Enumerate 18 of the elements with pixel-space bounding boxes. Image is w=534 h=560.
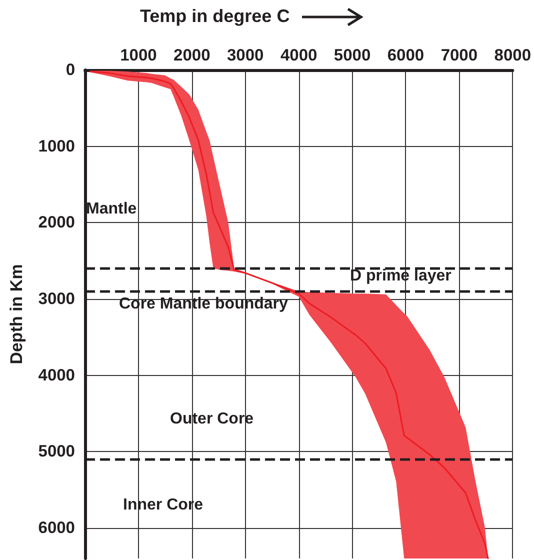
x-tick-label: 1000 (120, 46, 157, 64)
y-tick-label: 1000 (38, 137, 75, 156)
y-tick-label: 4000 (38, 366, 75, 384)
y-tick-label: 5000 (38, 442, 75, 461)
x-tick-label: 8000 (494, 46, 532, 64)
annotation: Mantle (86, 200, 137, 218)
x-tick-label: 3000 (227, 46, 264, 64)
x-tick-label: 2000 (174, 46, 210, 64)
x-tick-label: 4000 (280, 46, 318, 64)
x-tick-label: 5000 (334, 46, 371, 64)
x-axis-title: Temp in degree C (140, 6, 290, 27)
y-tick-label: 0 (66, 61, 75, 79)
y-axis-title: Depth in Km (7, 264, 26, 364)
x-tick-label: 6000 (387, 46, 424, 64)
y-tick-label: 3000 (38, 290, 75, 308)
y-tick-label: 2000 (38, 214, 75, 232)
y-tick-label: 6000 (38, 518, 75, 537)
x-tick-label: 7000 (440, 46, 478, 64)
